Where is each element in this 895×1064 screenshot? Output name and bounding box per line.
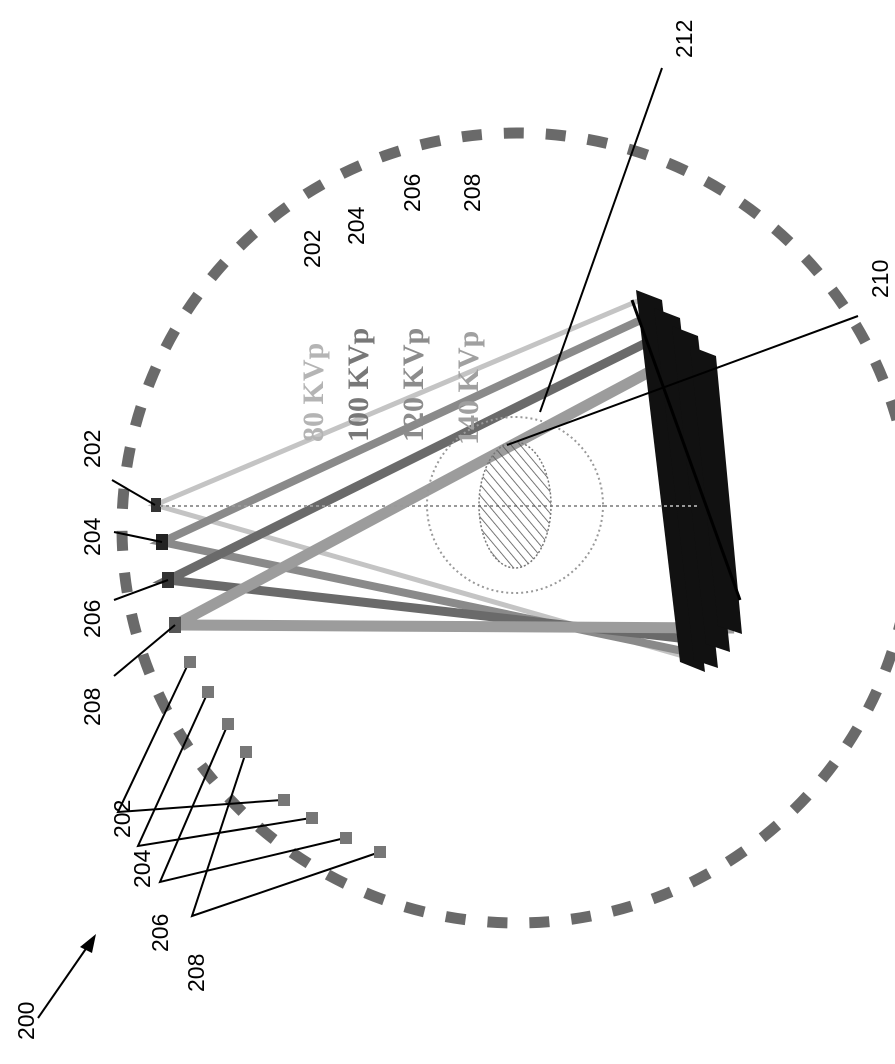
gantry-dashed-circle <box>116 127 895 929</box>
ref-label-204: 204 <box>79 517 105 556</box>
leader-204 <box>113 531 163 543</box>
small-fan-204 <box>136 691 312 848</box>
ref-label-206-small: 206 <box>147 914 173 952</box>
small-fan-208 <box>190 751 381 918</box>
detector-edge <box>630 299 742 601</box>
kvp-80: 80 KVp <box>297 343 330 442</box>
kvp-140-ref: 208 <box>459 174 485 212</box>
arrow-200-head <box>80 934 96 953</box>
kvp-80-ref: 202 <box>299 230 325 268</box>
leader-206 <box>113 579 169 601</box>
ref-label-212: 212 <box>671 20 697 58</box>
ref-label-204-small: 204 <box>129 849 155 888</box>
arrow-200-shaft <box>37 939 93 1019</box>
small-fan-202 <box>116 659 283 814</box>
ref-label-208: 208 <box>79 688 105 726</box>
ref-label-210: 210 <box>867 260 893 298</box>
ref-label-208-small: 208 <box>183 954 209 992</box>
leader-202 <box>111 479 156 506</box>
detector-208 <box>690 346 742 634</box>
ref-label-206: 206 <box>79 600 105 638</box>
small-fan-206 <box>158 723 346 884</box>
leader-212 <box>539 67 663 413</box>
hatched-object-210 <box>478 441 552 569</box>
leader-lines <box>37 67 859 1019</box>
leader-210 <box>506 315 859 446</box>
sources <box>151 498 181 633</box>
kvp-100-ref: 204 <box>343 206 369 245</box>
kvp-120: 120 KVp <box>397 328 430 442</box>
kvp-100: 100 KVp <box>342 328 375 442</box>
detector-array <box>630 290 742 672</box>
small-fan-tips <box>184 656 386 858</box>
kvp-140: 140 KVp <box>452 331 485 445</box>
figure-number-200: 200 <box>13 1002 39 1040</box>
leader-208 <box>113 624 176 677</box>
ref-label-202-small: 202 <box>109 800 135 838</box>
ref-label-202: 202 <box>79 430 105 468</box>
small-fans <box>116 659 381 918</box>
source-202 <box>151 498 161 512</box>
kvp-120-ref: 206 <box>399 174 425 212</box>
kvp-legend: 80 KVp 202 100 KVp 204 120 KVp 206 140 K… <box>297 174 485 445</box>
object-circle-212 <box>426 416 604 594</box>
fan-beams <box>147 296 735 662</box>
